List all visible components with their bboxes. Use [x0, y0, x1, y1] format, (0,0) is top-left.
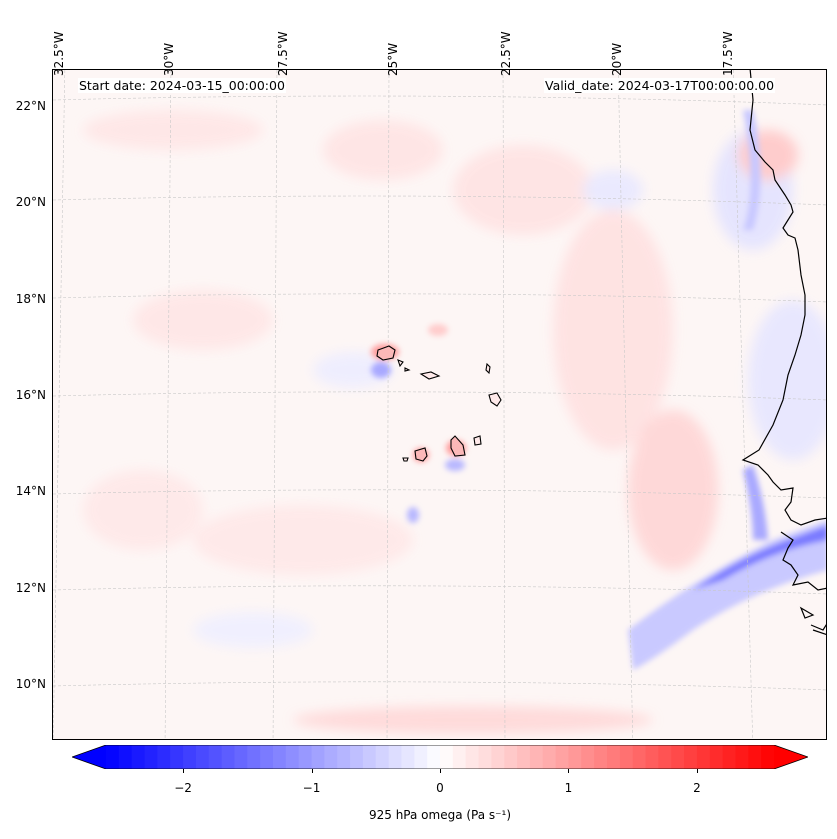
colorbar-bin [350, 745, 364, 769]
colorbar-tick [696, 769, 698, 773]
colorbar-bin [555, 745, 570, 769]
colorbar-bin [607, 745, 621, 769]
colorbar-bin [632, 745, 647, 769]
colorbar-bin [106, 745, 120, 769]
colorbar-tick-label: 2 [693, 781, 701, 795]
graticule [53, 70, 826, 739]
colorbar-bin [311, 745, 325, 769]
colorbar-bin [144, 745, 158, 769]
lat-label-14n: 14°N [15, 484, 46, 498]
colorbar-bin [195, 745, 210, 769]
colorbar-bin [594, 745, 608, 769]
colorbar-gradient [70, 744, 810, 770]
colorbar-bin [221, 745, 236, 769]
map-panel [52, 69, 827, 740]
colorbar-bin [414, 745, 428, 769]
colorbar-bin [131, 745, 146, 769]
colorbar-bin [324, 745, 338, 769]
lon-label-17-5w: 17.5°W [721, 31, 735, 76]
lat-label-18n: 18°N [15, 292, 46, 306]
colorbar-tick [183, 769, 185, 773]
colorbar-tick-label: 1 [564, 781, 573, 795]
colorbar [70, 744, 810, 770]
colorbar-bin [170, 745, 184, 769]
lon-label-22-5w: 22.5°W [499, 31, 513, 76]
coastline-africa [741, 70, 826, 635]
colorbar-bin [247, 745, 261, 769]
colorbar-bin [273, 745, 287, 769]
colorbar-label: 925 hPa omega (Pa s⁻¹) [368, 808, 511, 822]
colorbar-bin [696, 745, 711, 769]
colorbar-tick-label: −1 [302, 781, 321, 795]
colorbar-bin [401, 745, 415, 769]
lat-label-16n: 16°N [15, 388, 46, 402]
colorbar-bin [671, 745, 685, 769]
lon-label-32-5w: 32.5°W [52, 31, 66, 76]
lon-label-27-5w: 27.5°W [276, 31, 290, 76]
lon-label-25w: 25°W [386, 42, 400, 76]
colorbar-bin [658, 745, 672, 769]
colorbar-bin [722, 745, 737, 769]
colorbar-extend-min [72, 745, 106, 769]
colorbar-tick [440, 769, 441, 773]
colorbar-tick [568, 769, 570, 773]
colorbar-bin [709, 745, 724, 769]
colorbar-bin [183, 745, 197, 769]
colorbar-bin [684, 745, 698, 769]
colorbar-bin [529, 745, 544, 769]
omega-field-map [53, 70, 826, 739]
colorbar-bin [388, 745, 403, 769]
colorbar-bin [427, 745, 441, 769]
colorbar-tick [311, 769, 313, 773]
colorbar-bin [761, 745, 775, 769]
colorbar-bin [581, 745, 595, 769]
colorbar-bin [440, 745, 454, 769]
colorbar-bin [234, 745, 248, 769]
colorbar-bin [491, 745, 505, 769]
colorbar-bin [465, 745, 480, 769]
colorbar-bin [735, 745, 749, 769]
colorbar-extend-max [774, 745, 808, 769]
colorbar-tick-label: 0 [436, 781, 444, 795]
lon-label-30w: 30°W [162, 42, 176, 76]
colorbar-bin [375, 745, 390, 769]
lat-label-22n: 22°N [15, 99, 46, 113]
colorbar-bin [362, 745, 377, 769]
lon-label-20w: 20°W [610, 42, 624, 76]
coastal-ascent-band [628, 110, 826, 670]
colorbar-bin [542, 745, 557, 769]
lat-label-10n: 10°N [15, 677, 46, 691]
colorbar-bin [619, 745, 634, 769]
lat-label-12n: 12°N [15, 581, 46, 595]
start-date-label: Start date: 2024-03-15_00:00:00 [78, 78, 286, 93]
colorbar-bin [260, 745, 274, 769]
colorbar-bin [452, 745, 467, 769]
colorbar-bin [298, 745, 313, 769]
valid-date-label: Valid_date: 2024-03-17T00:00:00.00 [544, 78, 776, 93]
colorbar-bin [118, 745, 133, 769]
omega-field-shading [83, 110, 826, 734]
colorbar-bin [748, 745, 762, 769]
colorbar-bin [337, 745, 351, 769]
cape-verde-islands [376, 345, 502, 462]
colorbar-bin [208, 745, 223, 769]
colorbar-bin [568, 745, 582, 769]
colorbar-bin [504, 745, 518, 769]
colorbar-bin [645, 745, 659, 769]
colorbar-bin [517, 745, 531, 769]
lat-label-20n: 20°N [15, 195, 46, 209]
colorbar-tick-label: −2 [174, 781, 192, 795]
colorbar-bin [478, 745, 492, 769]
colorbar-bin [285, 745, 300, 769]
colorbar-bin [157, 745, 171, 769]
